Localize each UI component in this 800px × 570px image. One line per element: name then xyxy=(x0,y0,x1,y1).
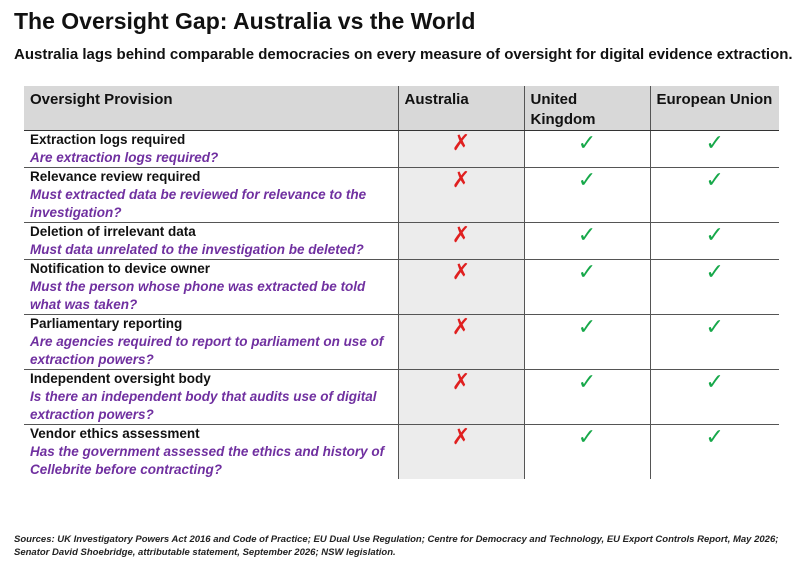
uk-cell: ✓ xyxy=(523,222,650,260)
check-icon: ✓ xyxy=(577,130,597,155)
provision-cell: Extraction logs required Are extraction l… xyxy=(24,130,398,168)
table-row: Vendor ethics assessment Has the governme… xyxy=(24,424,779,480)
check-icon: ✓ xyxy=(577,314,597,339)
provision-question: Must extracted data be reviewed for rele… xyxy=(30,187,367,220)
provision-cell: Deletion of irrelevant data Must data unr… xyxy=(24,222,398,260)
provision-name: Relevance review required xyxy=(30,169,201,184)
table-row: Deletion of irrelevant data Must data unr… xyxy=(24,222,779,260)
eu-cell: ✓ xyxy=(649,130,779,168)
check-icon: ✓ xyxy=(705,314,724,339)
eu-cell: ✓ xyxy=(649,314,779,370)
cross-icon: ✗ xyxy=(451,369,471,394)
cross-icon: ✗ xyxy=(451,424,471,449)
uk-cell: ✓ xyxy=(523,259,650,315)
check-icon: ✓ xyxy=(577,222,597,247)
provision-name: Extraction logs required xyxy=(30,132,186,147)
provision-question: Are agencies required to report to parli… xyxy=(30,334,384,367)
check-icon: ✓ xyxy=(577,259,597,284)
table-body: Extraction logs required Are extraction l… xyxy=(24,130,779,480)
check-icon: ✓ xyxy=(705,130,724,155)
uk-cell: ✓ xyxy=(523,424,650,479)
check-icon: ✓ xyxy=(705,222,724,247)
eu-cell: ✓ xyxy=(649,222,779,260)
provision-cell: Relevance review required Must extracted … xyxy=(24,167,398,223)
header-european-union: European Union xyxy=(649,86,779,131)
eu-cell: ✓ xyxy=(649,424,779,479)
provision-cell: Notification to device owner Must the per… xyxy=(24,259,398,315)
provision-cell: Parliamentary reporting Are agencies requ… xyxy=(24,314,398,370)
australia-cell: ✗ xyxy=(397,222,524,260)
provision-question: Must data unrelated to the investigation… xyxy=(30,242,364,257)
provision-question: Has the government assessed the ethics a… xyxy=(30,444,385,477)
australia-cell: ✗ xyxy=(397,167,524,223)
uk-cell: ✓ xyxy=(523,314,650,370)
provision-name: Deletion of irrelevant data xyxy=(30,224,196,239)
check-icon: ✓ xyxy=(705,167,724,192)
oversight-comparison-table: Oversight Provision Australia United Kin… xyxy=(24,86,779,479)
uk-cell: ✓ xyxy=(523,130,650,168)
cross-icon: ✗ xyxy=(451,314,471,339)
header-provision: Oversight Provision xyxy=(24,86,398,131)
sources-footnote: Sources: UK Investigatory Powers Act 201… xyxy=(14,534,779,558)
australia-cell: ✗ xyxy=(397,314,524,370)
provision-name: Parliamentary reporting xyxy=(30,316,183,331)
check-icon: ✓ xyxy=(705,259,724,284)
provision-name: Notification to device owner xyxy=(30,261,211,276)
provision-cell: Independent oversight body Is there an in… xyxy=(24,369,398,425)
table-row: Independent oversight body Is there an in… xyxy=(24,369,779,425)
check-icon: ✓ xyxy=(577,369,597,394)
cross-icon: ✗ xyxy=(451,167,471,192)
table-header: Oversight Provision Australia United Kin… xyxy=(24,86,779,131)
eu-cell: ✓ xyxy=(649,167,779,223)
table-row: Notification to device owner Must the per… xyxy=(24,259,779,315)
check-icon: ✓ xyxy=(577,167,597,192)
uk-cell: ✓ xyxy=(523,369,650,425)
provision-name: Vendor ethics assessment xyxy=(30,426,200,441)
provision-cell: Vendor ethics assessment Has the governme… xyxy=(24,425,398,480)
australia-cell: ✗ xyxy=(397,130,524,168)
page-title: The Oversight Gap: Australia vs the Worl… xyxy=(14,8,476,34)
header-united-kingdom: United Kingdom xyxy=(523,86,650,131)
table-row: Relevance review required Must extracted … xyxy=(24,167,779,223)
eu-cell: ✓ xyxy=(649,369,779,425)
check-icon: ✓ xyxy=(705,369,724,394)
page-subtitle: Australia lags behind comparable democra… xyxy=(14,46,793,63)
table-row: Parliamentary reporting Are agencies requ… xyxy=(24,314,779,370)
cross-icon: ✗ xyxy=(451,259,471,284)
australia-cell: ✗ xyxy=(397,424,524,479)
australia-cell: ✗ xyxy=(397,259,524,315)
check-icon: ✓ xyxy=(705,424,724,449)
provision-question: Is there an independent body that audits… xyxy=(30,389,377,422)
header-row: Oversight Provision Australia United Kin… xyxy=(24,86,779,131)
australia-cell: ✗ xyxy=(397,369,524,425)
uk-cell: ✓ xyxy=(523,167,650,223)
provision-question: Are extraction logs required? xyxy=(30,150,219,165)
provision-question: Must the person whose phone was extracte… xyxy=(30,279,366,312)
cross-icon: ✗ xyxy=(451,222,471,247)
table-row: Extraction logs required Are extraction l… xyxy=(24,130,779,168)
provision-name: Independent oversight body xyxy=(30,371,211,386)
check-icon: ✓ xyxy=(577,424,597,449)
header-australia: Australia xyxy=(397,86,524,131)
cross-icon: ✗ xyxy=(451,130,471,155)
eu-cell: ✓ xyxy=(649,259,779,315)
